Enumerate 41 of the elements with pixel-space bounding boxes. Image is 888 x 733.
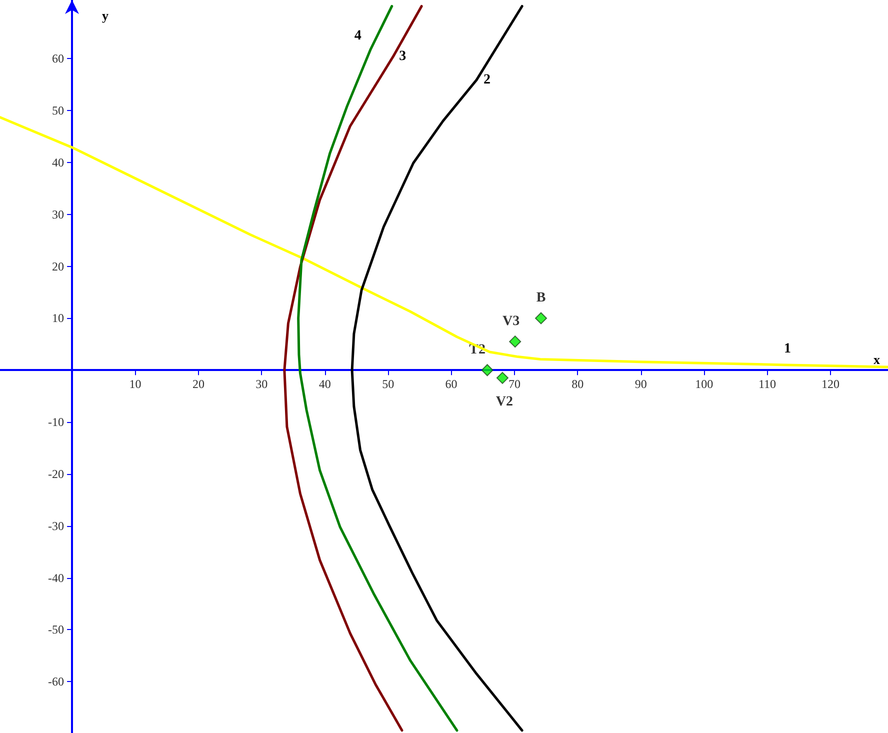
y-axis-title: y xyxy=(102,8,110,23)
x-tick-label: 100 xyxy=(695,377,714,392)
point xyxy=(496,372,508,384)
line-series xyxy=(0,116,888,368)
series-label: 3 xyxy=(399,49,406,64)
x-axis-title: x xyxy=(874,352,880,368)
series-label: V2 xyxy=(496,394,514,410)
line-series xyxy=(297,4,458,732)
y-tick-label: 60 xyxy=(52,52,64,66)
series-label: 2 xyxy=(484,72,491,88)
series-label: 4 xyxy=(354,28,362,44)
series-label: V3 xyxy=(502,314,520,330)
x-tick-label: 80 xyxy=(572,377,584,392)
y-tick-label: -10 xyxy=(48,415,64,430)
y-tick-label: 50 xyxy=(52,104,64,118)
line-series xyxy=(350,4,524,732)
x-tick-label: 30 xyxy=(256,377,268,392)
point xyxy=(481,364,494,376)
y-tick-label: 20 xyxy=(52,259,64,274)
x-tick-label: 50 xyxy=(382,377,394,392)
y-tick-label: -60 xyxy=(48,674,64,689)
series-label: 1 xyxy=(784,341,792,356)
y-tick-label: -20 xyxy=(48,466,64,481)
x-tick-label: 60 xyxy=(445,377,458,392)
x-tick-label: 70 xyxy=(508,377,520,392)
y-tick-label: 30 xyxy=(52,207,64,222)
line-series xyxy=(283,4,423,732)
y-tick-label: 10 xyxy=(52,311,64,326)
y-tick-label: -30 xyxy=(48,518,64,533)
x-tick-label: 10 xyxy=(129,377,142,392)
point xyxy=(509,336,522,348)
y-tick-label: -40 xyxy=(48,570,64,585)
series-label: B xyxy=(536,290,546,306)
y-tick-label: -50 xyxy=(48,622,64,637)
point xyxy=(535,312,548,324)
x-tick-label: 90 xyxy=(634,377,647,392)
x-tick-label: 20 xyxy=(192,377,204,392)
x-tick-label: 120 xyxy=(821,377,840,392)
x-tick-label: 40 xyxy=(318,377,331,392)
y-tick-label: 40 xyxy=(52,155,64,170)
x-tick-label: 110 xyxy=(758,377,776,392)
